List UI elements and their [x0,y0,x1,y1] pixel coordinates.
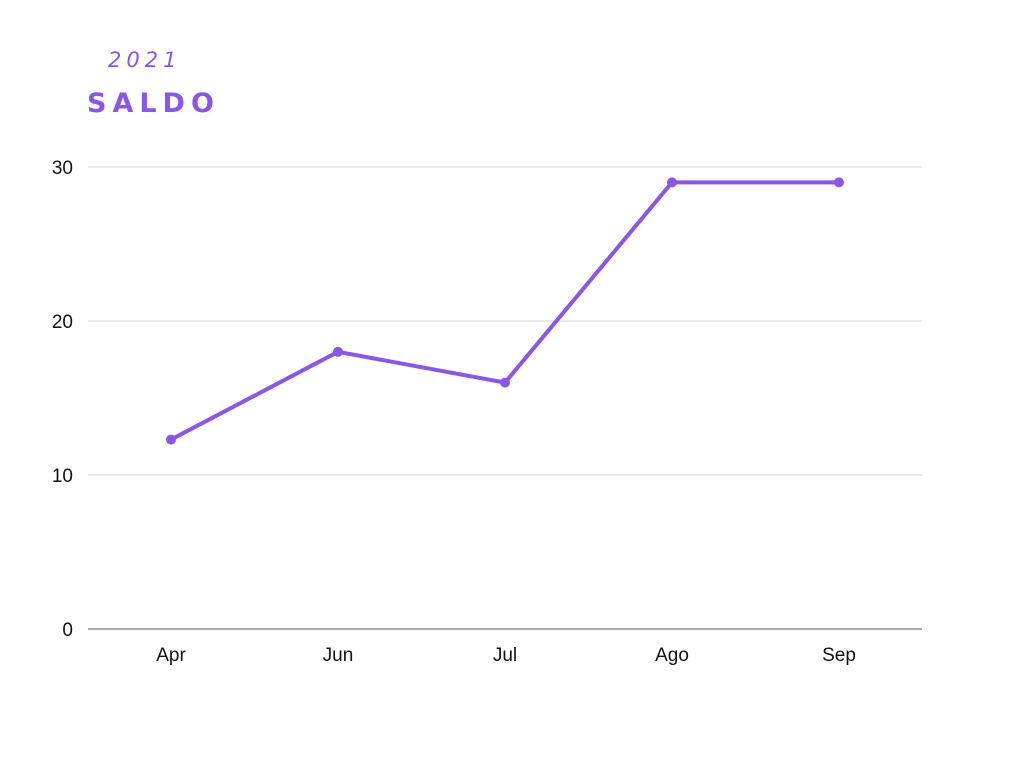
chart-title: SALDO [87,88,220,119]
x-tick-label: Apr [156,645,186,666]
y-tick-label: 10 [52,466,73,487]
x-tick-label: Jul [493,645,517,666]
y-tick-label: 0 [62,620,73,641]
data-point [166,434,176,445]
y-tick-label: 30 [52,158,73,179]
gridlines [88,166,922,630]
x-tick-label: Sep [822,645,856,666]
y-tick-label: 20 [52,312,73,333]
x-tick-label: Jun [323,645,354,666]
y-axis-tick-labels: 0 10 20 30 [52,158,73,641]
chart-subtitle: 2021 [108,48,182,72]
data-series [166,177,844,445]
x-axis-tick-labels: Apr Jun Jul Ago Sep [156,645,856,666]
data-point [834,177,844,188]
data-point [500,377,510,388]
x-tick-label: Ago [655,645,689,666]
data-point [667,177,677,188]
series-line [169,180,841,442]
data-point [333,346,343,357]
